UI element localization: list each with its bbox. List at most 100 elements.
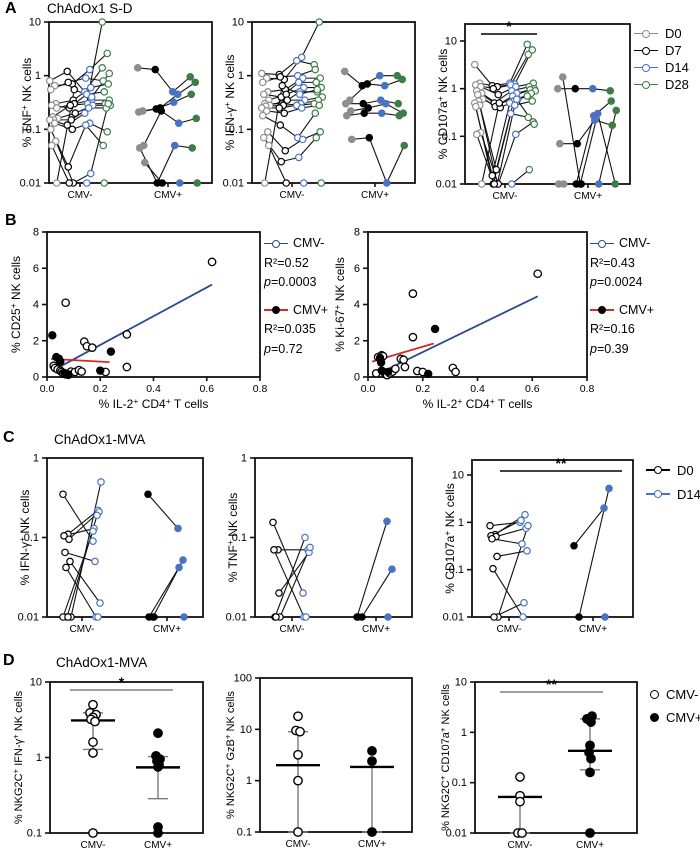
data-point: [585, 828, 595, 838]
data-point: [281, 146, 290, 155]
data-point: [517, 828, 527, 838]
data-point: [377, 109, 386, 117]
data-point: [88, 699, 98, 710]
data-point: [492, 165, 501, 174]
chart-B2: 0 2 4 6 8 0.0 0.2 0.4 0.6 0.8 % Ki-67+ NK cells % I…: [332, 227, 594, 412]
data-point: [400, 141, 409, 150]
subject-line: [492, 568, 524, 618]
data-point: [81, 121, 90, 129]
subject-line: [69, 561, 101, 604]
x-tick-label: 0.4: [146, 383, 161, 395]
data-point: [299, 179, 308, 187]
x-tick-label: 0.8: [253, 383, 268, 395]
data-point: [570, 541, 578, 550]
legend-series-row: CMV+: [264, 301, 328, 321]
y-tick-label: 0.1: [24, 532, 39, 544]
data-point: [506, 109, 515, 118]
subject-line: [66, 71, 86, 93]
y-axis-label: % NKG2C+ GzB+ NK cells: [223, 691, 237, 819]
subject-line: [475, 106, 494, 185]
y-tick-label: 1: [451, 83, 457, 95]
x-tick-label: 0.2: [93, 383, 108, 395]
data-point: [293, 749, 303, 760]
legend-item-label: D0: [677, 462, 694, 478]
legend-item-cmv-pos: CMV+: [650, 706, 700, 729]
y-tick-label: 0: [354, 372, 360, 384]
data-point: [64, 370, 73, 379]
subject-line: [62, 493, 94, 542]
data-point: [258, 111, 267, 120]
data-point: [512, 95, 521, 104]
circle-marker-icon: [650, 713, 659, 722]
data-point: [81, 74, 90, 82]
data-point: [270, 546, 278, 554]
group-tick-label: CMV+: [144, 840, 172, 851]
regression-legend-b1: CMV- R²=0.52 p=0.0003 CMV+ R²=0.035 p=0.72: [264, 234, 328, 359]
data-point: [282, 179, 291, 187]
y-tick-label: 0.1: [27, 828, 42, 840]
data-point: [192, 114, 201, 123]
legend-item-label: CMV+: [666, 710, 700, 725]
data-point: [66, 557, 74, 566]
data-point: [553, 84, 562, 93]
data-point: [488, 534, 496, 543]
x-axis-label: % IL-2+ CD4+ T cells: [423, 396, 533, 411]
legend-item-d0: D0: [634, 25, 689, 42]
data-point: [384, 613, 392, 621]
data-point: [278, 81, 287, 90]
data-point: [354, 613, 362, 621]
x-axis-label: % IL-2+ CD4+ T cells: [99, 396, 209, 411]
data-point: [150, 613, 158, 621]
legend-item-d7: D7: [634, 42, 689, 59]
data-point: [65, 179, 74, 187]
data-point: [472, 130, 481, 139]
data-point: [521, 510, 529, 519]
subject-line: [154, 69, 174, 93]
data-point: [70, 85, 79, 94]
data-point: [381, 99, 390, 108]
subject-line: [268, 145, 287, 184]
data-point: [106, 347, 116, 356]
data-point: [388, 565, 396, 573]
data-point: [507, 180, 516, 188]
data-point: [611, 180, 620, 188]
data-point: [77, 367, 86, 376]
subject-line: [297, 112, 316, 138]
p-value: p=0.39: [590, 341, 629, 356]
subject-line: [139, 147, 158, 184]
data-point: [46, 125, 55, 134]
data-point: [61, 298, 70, 308]
legend-symbol-icon: [634, 29, 658, 38]
data-point: [600, 504, 608, 512]
data-point: [86, 169, 95, 178]
panel-label-c: C: [3, 429, 15, 446]
y-tick-label: 0.1: [452, 777, 467, 789]
significance-stars: **: [556, 455, 567, 471]
data-point: [260, 179, 269, 187]
subject-line: [65, 567, 97, 618]
group-tick-label: CMV-: [286, 839, 311, 850]
data-point: [511, 130, 520, 139]
y-axis-label: % Ki-67+ NK cells: [332, 257, 347, 351]
timepoint-legend-panel-a: D0 D7 D14 D28: [634, 25, 689, 93]
legend-symbol-icon: [634, 46, 658, 55]
data-point: [263, 127, 272, 136]
subject-line: [579, 113, 599, 185]
subject-line: [70, 481, 102, 618]
subject-line: [64, 551, 96, 562]
data-point: [524, 113, 533, 122]
group-tick-label: CMV+: [153, 624, 181, 635]
data-point: [575, 613, 583, 621]
legend-symbol-icon: [590, 239, 614, 248]
y-tick-label: 8: [354, 227, 360, 239]
data-point: [277, 157, 286, 166]
x-tick-label: 0.0: [40, 383, 55, 395]
y-tick-label: 6: [33, 263, 39, 275]
data-point: [50, 119, 59, 128]
legend-item-label: D14: [677, 486, 700, 502]
data-point: [174, 119, 183, 128]
data-point: [528, 97, 537, 105]
plot-frame: [474, 681, 638, 834]
subject-line: [263, 137, 282, 162]
x-tick-label: 0.4: [470, 383, 485, 395]
